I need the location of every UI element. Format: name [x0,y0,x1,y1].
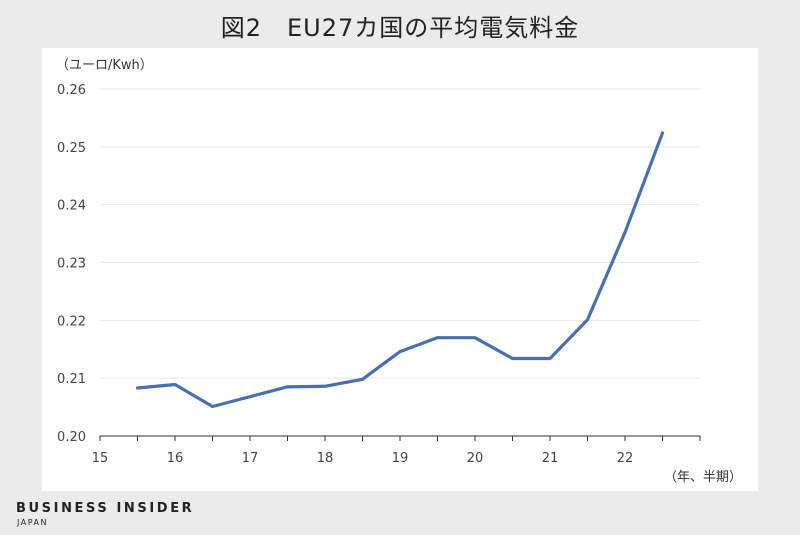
y-tick-label: 0.21 [57,372,86,387]
x-tick-label: 21 [542,451,559,466]
grid-lines [100,88,700,379]
y-axis-label: （ユーロ/Kwh） [56,58,153,73]
x-tick-label: 22 [617,451,634,466]
series-line [135,131,665,409]
chart-panel [42,48,758,491]
axes [99,435,701,441]
x-tick-label: 18 [317,451,334,466]
series [135,131,665,409]
tick-labels: 0.20 0.21 0.22 0.23 0.24 0.25 0.26 15 16 17 18 19 20… [57,83,633,466]
x-tick-label: 17 [242,451,259,466]
footer: BUSINESS INSIDER JAPAN [0,491,800,535]
y-tick-label: 0.26 [57,83,86,98]
brand-logo: BUSINESS INSIDER [16,501,195,516]
y-tick-label: 0.20 [57,430,86,445]
y-tick-label: 0.24 [57,199,86,214]
y-tick-label: 0.23 [57,257,86,272]
x-tick-label: 20 [467,451,484,466]
y-tick-label: 0.25 [57,141,86,156]
x-axis-label: （年、半期） [664,470,742,485]
brand-sub: JAPAN [17,518,48,527]
x-tick-label: 15 [92,451,109,466]
x-tick-label: 19 [392,451,409,466]
chart-title: 図2 EU27カ国の平均電気料金 [220,14,580,42]
x-tick-label: 16 [167,451,184,466]
y-tick-label: 0.22 [57,314,86,329]
